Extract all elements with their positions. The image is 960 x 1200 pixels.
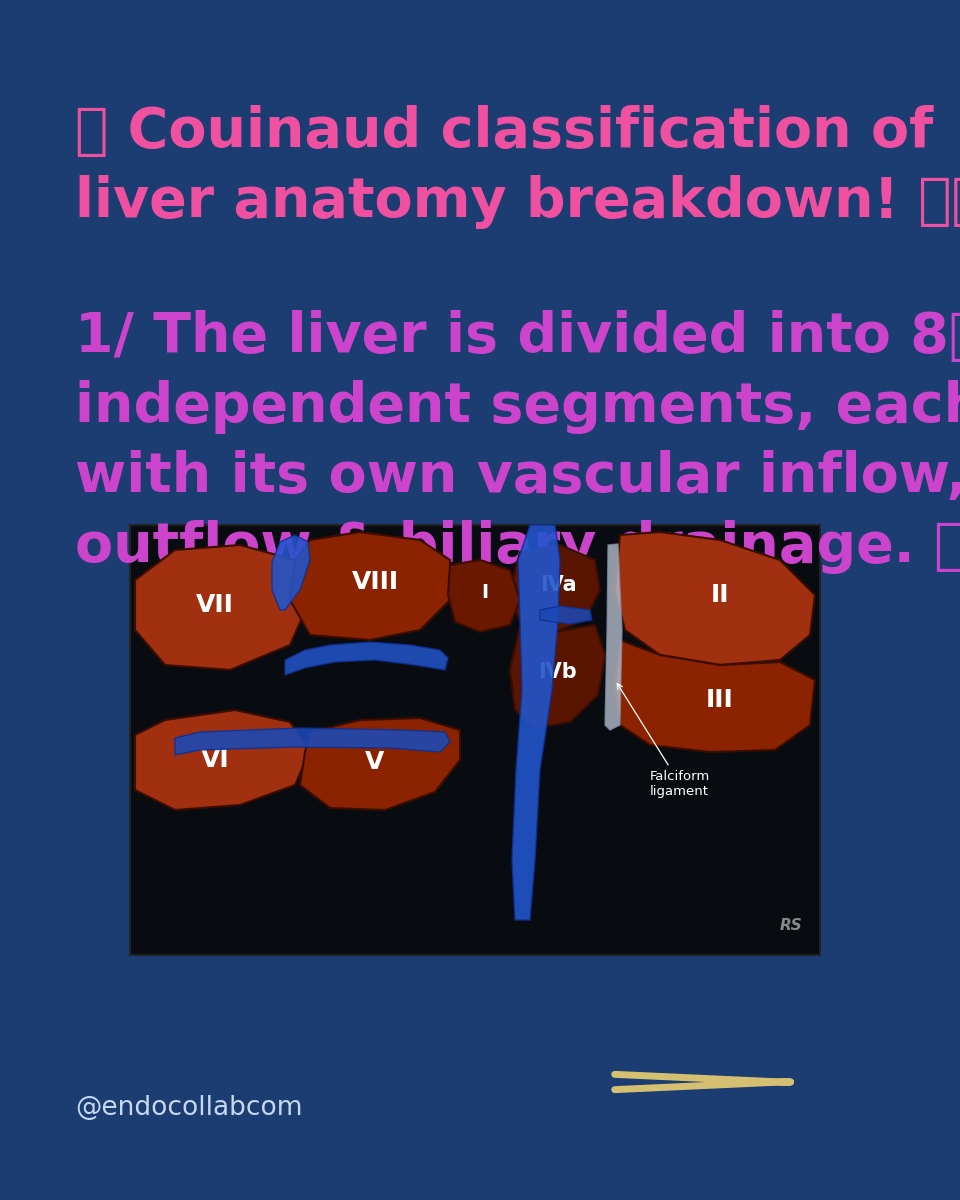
Polygon shape (448, 560, 520, 632)
Polygon shape (605, 544, 622, 730)
Polygon shape (300, 718, 460, 810)
Text: II: II (710, 583, 730, 607)
Text: with its own vascular inflow,: with its own vascular inflow, (75, 450, 960, 504)
Polygon shape (512, 526, 560, 920)
Text: VI: VI (201, 748, 229, 772)
Text: IVa: IVa (540, 575, 576, 595)
Text: IVb: IVb (539, 662, 577, 682)
Text: independent segments, each: independent segments, each (75, 380, 960, 434)
Polygon shape (540, 606, 592, 624)
Polygon shape (135, 545, 310, 670)
Polygon shape (290, 532, 450, 640)
Text: @endocollabcom: @endocollabcom (75, 1094, 302, 1121)
Polygon shape (272, 535, 310, 610)
Text: Falciform
ligament: Falciform ligament (617, 684, 710, 798)
Polygon shape (510, 545, 600, 632)
Polygon shape (175, 728, 450, 755)
Text: VIII: VIII (351, 570, 398, 594)
Text: I: I (481, 582, 489, 601)
Polygon shape (615, 532, 815, 665)
Polygon shape (135, 710, 310, 810)
FancyBboxPatch shape (130, 526, 820, 955)
Text: 🔍 Couinaud classification of: 🔍 Couinaud classification of (75, 104, 933, 158)
Polygon shape (510, 625, 605, 728)
Polygon shape (285, 642, 448, 674)
Text: V: V (366, 750, 385, 774)
Text: outflow & biliary drainage. 🩸: outflow & biliary drainage. 🩸 (75, 520, 960, 574)
Text: III: III (707, 688, 733, 712)
Polygon shape (615, 640, 815, 752)
Text: RS: RS (780, 918, 802, 934)
Text: VII: VII (196, 593, 234, 617)
Text: liver anatomy breakdown! 🏥🧬: liver anatomy breakdown! 🏥🧬 (75, 175, 960, 229)
Text: 1/ The liver is divided into 8️⃣: 1/ The liver is divided into 8️⃣ (75, 310, 960, 364)
